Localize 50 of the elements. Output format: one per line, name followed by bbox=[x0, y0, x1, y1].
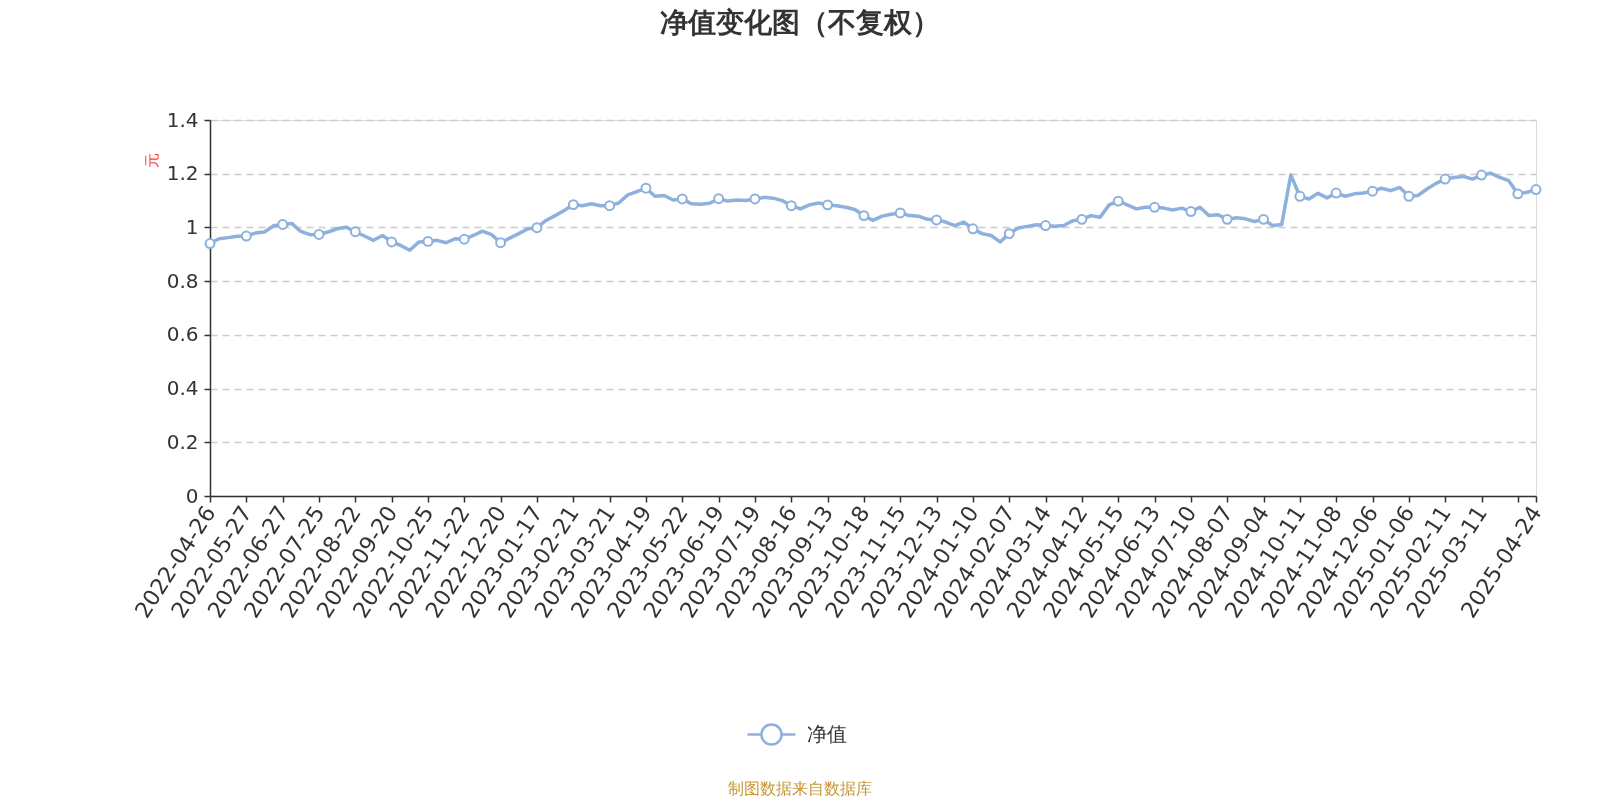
point bbox=[1149, 201, 1161, 213]
point bbox=[458, 233, 470, 245]
point bbox=[1530, 184, 1542, 196]
point bbox=[349, 226, 361, 238]
point bbox=[967, 223, 979, 235]
point bbox=[422, 235, 434, 247]
point bbox=[822, 199, 834, 211]
point bbox=[386, 236, 398, 248]
y-axis-title: 元 bbox=[142, 153, 161, 168]
point bbox=[604, 200, 616, 212]
point bbox=[1476, 169, 1487, 181]
y-tick-label: 0.8 bbox=[166, 268, 199, 293]
point bbox=[277, 219, 289, 230]
point bbox=[785, 200, 797, 212]
point bbox=[495, 237, 507, 249]
point bbox=[1330, 187, 1342, 199]
point bbox=[313, 228, 325, 240]
point bbox=[531, 222, 543, 234]
point bbox=[204, 238, 216, 250]
point bbox=[1040, 220, 1052, 232]
text: 制图数据来自数据库 bbox=[728, 779, 872, 798]
y-tick-label: 1 bbox=[185, 214, 199, 239]
y-tick-label: 1.4 bbox=[166, 107, 199, 132]
point bbox=[1221, 213, 1233, 225]
point bbox=[640, 182, 652, 194]
point bbox=[1512, 188, 1524, 200]
point bbox=[567, 199, 579, 211]
chart-title: 净值变化图（不复权） bbox=[660, 6, 940, 39]
point bbox=[931, 214, 943, 226]
point bbox=[1367, 185, 1378, 197]
point bbox=[858, 210, 870, 222]
y-tick-label: 0.6 bbox=[166, 322, 199, 347]
legend-label: 净值 bbox=[807, 721, 847, 746]
point bbox=[240, 230, 252, 242]
y-tick-label: 0.2 bbox=[166, 429, 199, 454]
point bbox=[1258, 213, 1270, 225]
point bbox=[1185, 206, 1197, 218]
point bbox=[713, 193, 725, 205]
point bbox=[1076, 213, 1088, 225]
point bbox=[1439, 173, 1451, 185]
point bbox=[1294, 190, 1306, 202]
y-tick-label: 1.2 bbox=[166, 161, 199, 186]
point bbox=[1003, 228, 1015, 240]
point bbox=[676, 193, 688, 205]
point bbox=[1403, 190, 1415, 202]
y-tick-label: 0 bbox=[185, 483, 199, 508]
y-tick-label: 0.4 bbox=[166, 376, 199, 401]
point bbox=[1112, 195, 1124, 207]
point bbox=[749, 193, 761, 205]
point bbox=[894, 207, 906, 219]
